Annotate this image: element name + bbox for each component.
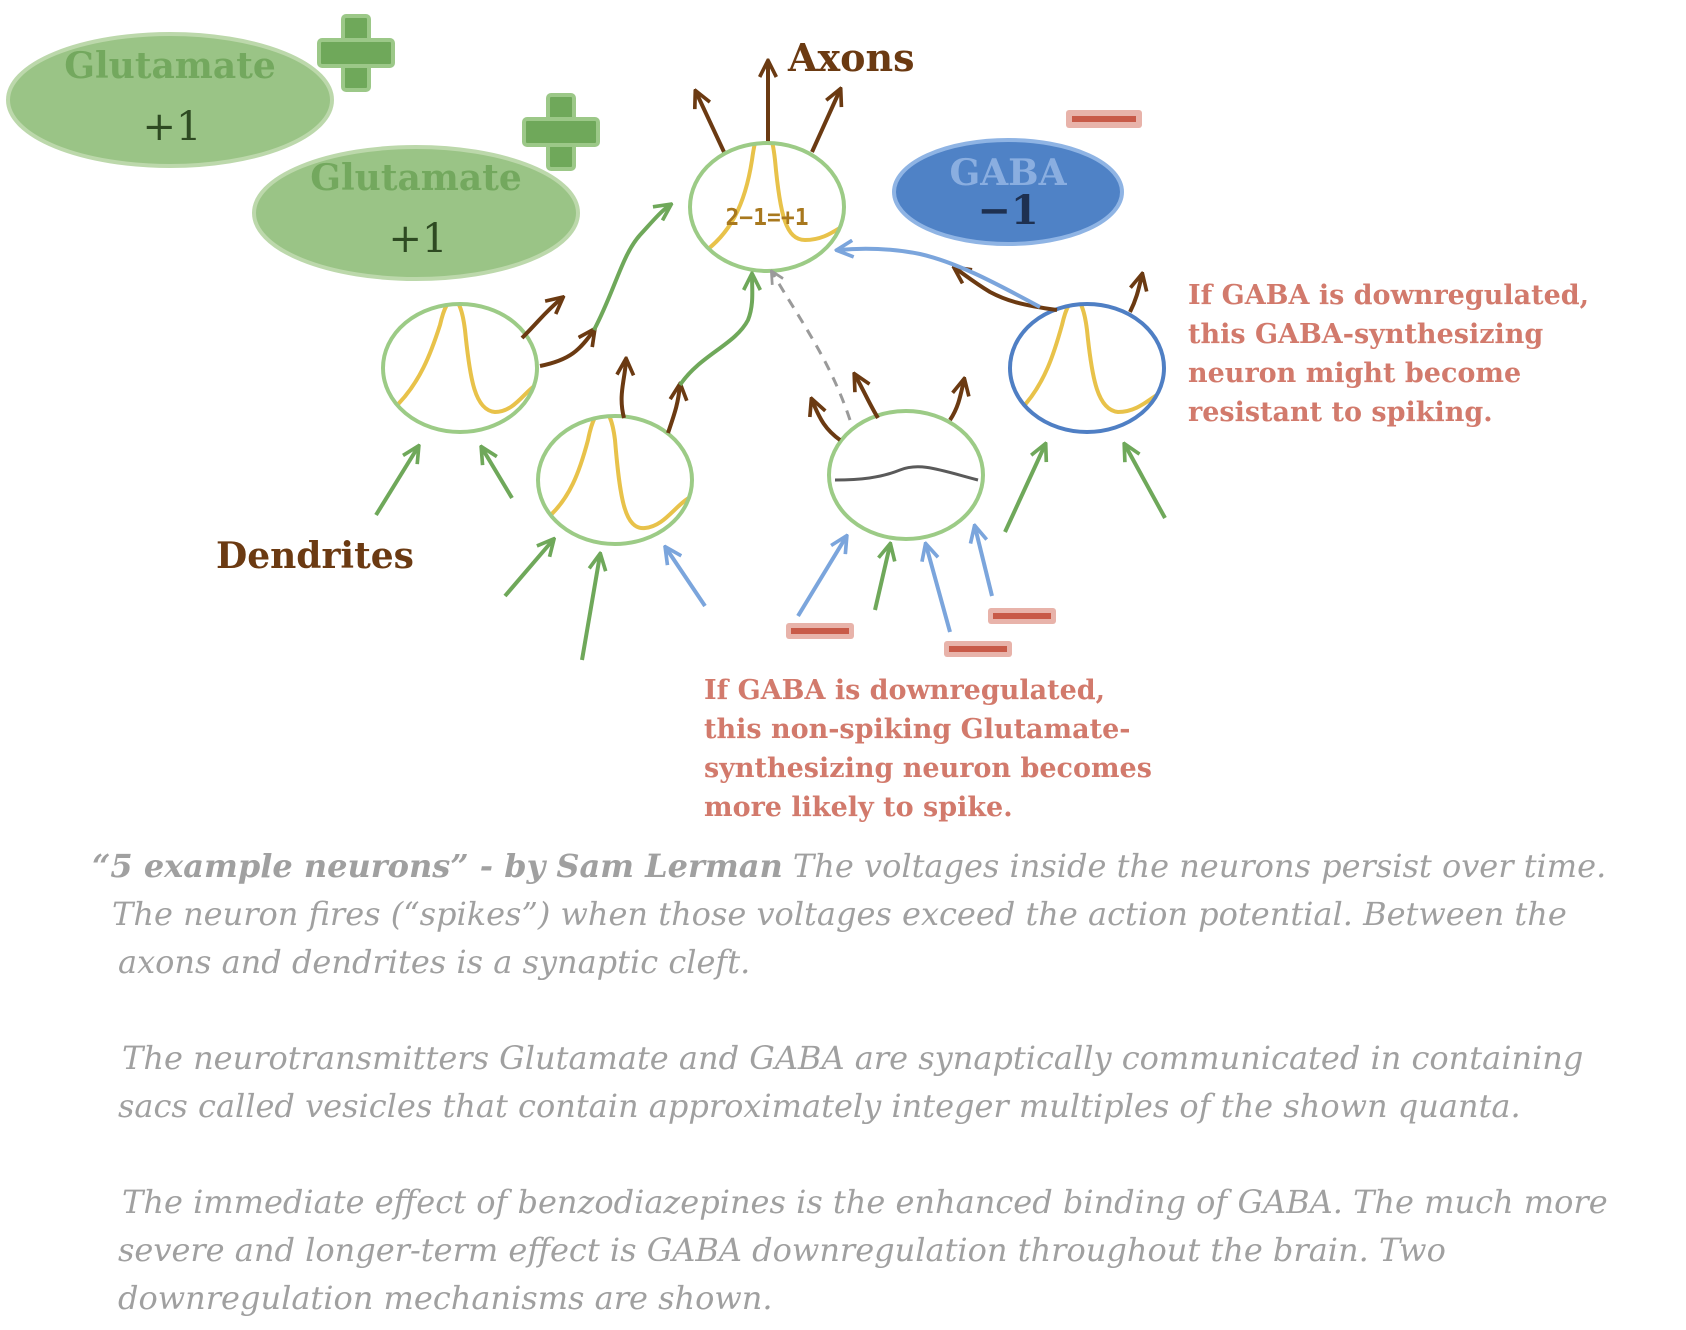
dendrites-label: Dendrites [216, 535, 414, 577]
neuron-diagram: Glutamate +1 Glutamate +1 GABA −1 Axons … [6, 14, 1167, 661]
neuron-1-dendrites [374, 447, 514, 517]
neuron-4-to-top-synapse [838, 249, 1041, 309]
neuron-1-to-top-synapse [592, 205, 670, 331]
neuron-3-axons [812, 375, 964, 442]
axons-label: Axons [787, 35, 915, 80]
caption-line: The neuron fires (“spikes”) when those v… [112, 895, 1567, 933]
note-line: If GABA is downregulated, [1188, 280, 1590, 311]
caption: “5 example neurons” - by Sam Lerman The … [92, 842, 1682, 1322]
neuron-3-non-spiking [827, 409, 985, 541]
gaba-vesicle: GABA −1 [892, 138, 1124, 246]
minus-icon [1066, 110, 1142, 128]
glutamate-vesicle-2: Glutamate +1 [252, 145, 580, 281]
note-line: synthesizing neuron becomes [704, 753, 1152, 784]
top-axon-arrows [696, 62, 840, 153]
sum-label: 2−1=+1 [725, 205, 808, 231]
glutamate-value: +1 [389, 216, 448, 262]
glutamate-vesicle-1: Glutamate +1 [6, 32, 334, 168]
gaba-neuron-note: If GABA is downregulated, this GABA-synt… [1188, 276, 1589, 432]
neuron-1 [381, 302, 539, 434]
caption-line: “5 example neurons” - by Sam Lerman The … [92, 842, 1682, 890]
neuron-2-axons [622, 360, 680, 434]
neuron-4-axons [955, 268, 1142, 313]
caption-credit: “5 example neurons” - by Sam Lerman [92, 847, 783, 885]
gaba-label: GABA [949, 152, 1067, 194]
neuron-2 [536, 414, 694, 546]
neuron-4-gaba [1008, 302, 1166, 434]
neuron-2-dendrites [503, 540, 707, 661]
plus-icon [522, 93, 600, 171]
caption-line: sacs called vesicles that contain approx… [118, 1087, 1521, 1125]
note-line: resistant to spiking. [1188, 397, 1493, 428]
note-line: this non-spiking Glutamate- [704, 714, 1131, 745]
minus-icon [988, 608, 1056, 624]
neuron-2-to-top-synapse [678, 275, 752, 387]
plus-icon [317, 14, 395, 92]
caption-line: severe and longer-term effect is GABA do… [118, 1231, 1446, 1269]
neuron-4-dendrites [1003, 445, 1167, 533]
summing-neuron: 2−1=+1 [688, 141, 846, 273]
glutamate-neuron-note: If GABA is downregulated, this non-spiki… [704, 671, 1152, 827]
minus-icon [786, 623, 854, 639]
neuron-3-to-top-synapse-dashed [772, 272, 852, 421]
caption-line: downregulation mechanisms are shown. [118, 1279, 773, 1317]
note-line: more likely to spike. [704, 792, 1013, 823]
glutamate-value: +1 [143, 104, 202, 150]
neuron-1-axons [520, 298, 594, 368]
caption-line: The immediate effect of benzodiazepines … [122, 1183, 1608, 1221]
caption-line: The neurotransmitters Glutamate and GABA… [122, 1039, 1584, 1077]
neuron-3-dendrites [796, 527, 994, 633]
caption-line: axons and dendrites is a synaptic cleft. [118, 943, 751, 981]
gaba-value: −1 [977, 187, 1038, 234]
note-line: If GABA is downregulated, [704, 675, 1106, 706]
note-line: this GABA-synthesizing [1188, 319, 1544, 350]
note-line: neuron might become [1188, 358, 1522, 389]
glutamate-label: Glutamate [64, 45, 276, 87]
glutamate-label: Glutamate [310, 157, 522, 199]
caption-text: The voltages inside the neurons persist … [782, 847, 1607, 885]
minus-icon [944, 641, 1012, 657]
